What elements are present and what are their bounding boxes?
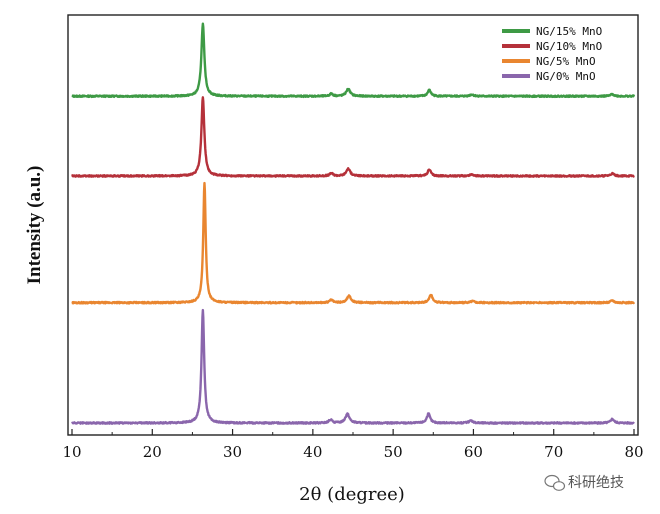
x-tick-label: 10 [62,443,81,461]
watermark: 科研绝技 [544,474,624,491]
series-line-ng-0-mno [71,308,635,425]
wechat-icon [544,474,566,491]
x-tick-label: 20 [143,443,162,461]
series-line-ng-10-mno [71,96,635,178]
x-tick-label: 30 [223,443,242,461]
series-line-ng-15-mno [71,22,636,99]
x-tick-label: 40 [303,443,322,461]
y-axis-label: Intensity (a.u.) [24,166,45,285]
legend-label: NG/15% MnO [536,25,602,38]
x-tick-label: 60 [464,443,483,461]
x-tick-label: 70 [544,443,563,461]
watermark-text: 科研绝技 [568,475,624,491]
series-layer [71,22,636,425]
x-tick-label: 80 [624,443,643,461]
x-axis-label: 2θ (degree) [299,484,405,505]
legend: NG/15% MnO NG/10% MnO NG/5% MnO NG/0% MnO [502,25,602,83]
legend-label: NG/5% MnO [536,55,596,68]
x-axis-ticks: 10 20 30 40 50 60 70 80 [62,429,644,461]
legend-label: NG/10% MnO [536,40,602,53]
legend-label: NG/0% MnO [536,70,596,83]
x-tick-label: 50 [384,443,403,461]
series-line-ng-5-mno [71,181,636,305]
